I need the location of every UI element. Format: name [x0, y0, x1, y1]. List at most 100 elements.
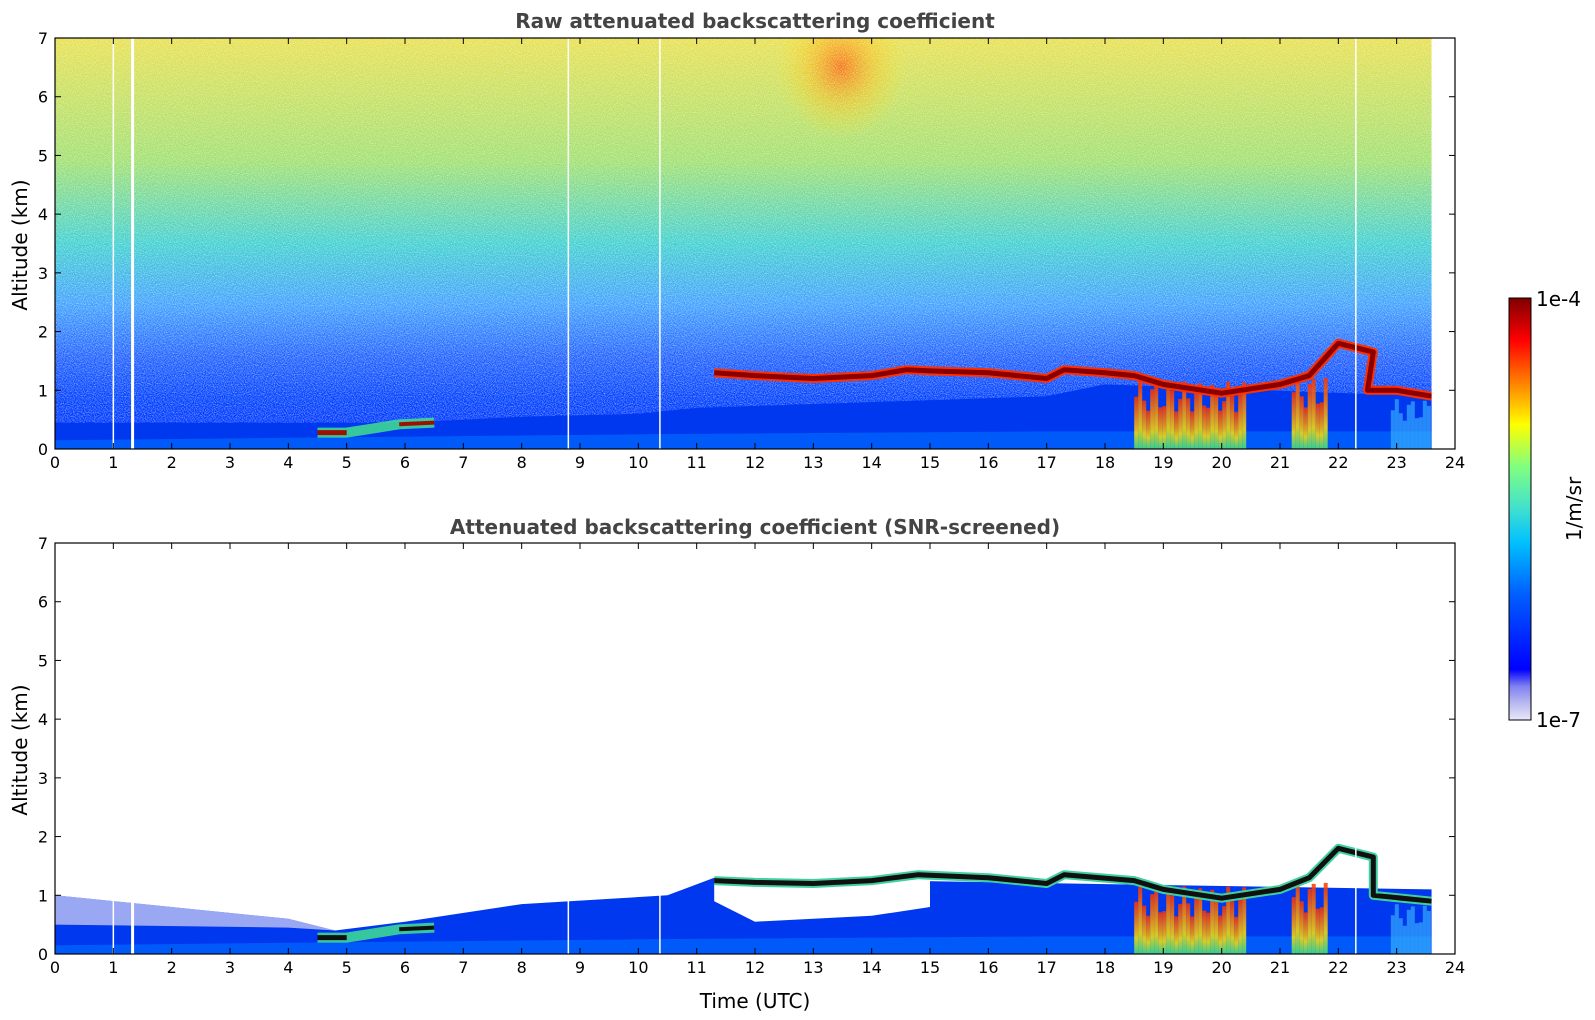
precipitation-bin [1150, 894, 1155, 954]
x-tick-label: 8 [517, 453, 527, 472]
precipitation-bin [1242, 382, 1247, 449]
precipitation-bin [1222, 906, 1227, 954]
precipitation-bin [1426, 405, 1431, 449]
precipitation-bin [1426, 910, 1431, 954]
y-axis-label-raw: Altitude (km) [8, 179, 32, 310]
x-tick-label: 10 [628, 958, 648, 977]
precipitation-bin [1178, 398, 1183, 449]
x-tick-label: 16 [978, 453, 998, 472]
precipitation-bin [1146, 915, 1151, 954]
precipitation-bin [1186, 398, 1191, 449]
precipitation-bin [1162, 911, 1167, 954]
precipitation-bin [1178, 903, 1183, 954]
x-tick-label: 6 [400, 453, 410, 472]
x-tick-label: 13 [803, 453, 823, 472]
y-tick-label: 1 [38, 886, 48, 905]
precipitation-bin [1194, 391, 1199, 449]
precipitation-bin [1311, 883, 1316, 954]
x-tick-label: 20 [1211, 453, 1231, 472]
x-tick-label: 17 [1036, 453, 1056, 472]
x-axis-raw: 0 1 2 3 4 5 6 7 8 9 10 11 12 13 14 15 16 17 18 19 20 21 22 23 24 [50, 38, 1465, 472]
precipitation-bin [1390, 915, 1395, 954]
x-tick-label: 23 [1386, 453, 1406, 472]
x-tick-label: 19 [1153, 453, 1173, 472]
precipitation-bin [1303, 407, 1308, 449]
x-tick-label: 17 [1036, 958, 1056, 977]
precipitation-bin [1390, 410, 1395, 449]
precipitation-bin [1230, 396, 1235, 449]
y-axis-label-snr: Altitude (km) [8, 684, 32, 815]
x-tick-label: 14 [861, 958, 881, 977]
colorbar-gradient [1508, 297, 1532, 721]
precipitation-bin [1218, 915, 1223, 954]
x-tick-label: 5 [342, 453, 352, 472]
x-axis-label-snr: Time (UTC) [699, 989, 811, 1013]
precipitation-bin [1170, 390, 1175, 449]
x-tick-label: 22 [1328, 453, 1348, 472]
y-tick-label: 0 [38, 945, 48, 964]
precipitation-bin [1422, 905, 1427, 954]
precipitation-bin [1226, 381, 1231, 449]
speckle-noise [55, 38, 1432, 449]
precipitation-bin [1418, 417, 1423, 449]
boundary-layer [55, 877, 1432, 954]
precipitation-bin [1186, 903, 1191, 954]
y-tick-label: 7 [38, 534, 48, 553]
precipitation-bin [1291, 897, 1296, 954]
screened-hole [714, 877, 930, 922]
x-tick-label: 20 [1211, 958, 1231, 977]
x-tick-label: 3 [225, 453, 235, 472]
x-tick-label: 24 [1445, 958, 1465, 977]
precipitation-bin [1162, 406, 1167, 449]
x-tick-label: 15 [920, 453, 940, 472]
precipitation-bin [1234, 411, 1239, 449]
x-tick-label: 2 [167, 958, 177, 977]
precipitation-bin [1299, 396, 1304, 449]
x-tick-label: 0 [50, 958, 60, 977]
x-tick-label: 12 [745, 958, 765, 977]
no-data-region [1431, 543, 1455, 954]
x-tick-label: 14 [861, 453, 881, 472]
precipitation-bin [1174, 411, 1179, 449]
y-tick-label: 5 [38, 146, 48, 165]
colorbar-max-label: 1e-4 [1536, 287, 1581, 311]
precipitation-bin [1190, 916, 1195, 954]
precipitation-bin [1150, 389, 1155, 449]
cloud-layer [714, 340, 1433, 399]
x-tick-label: 2 [167, 453, 177, 472]
precipitation-bin [1206, 407, 1211, 449]
precipitation-bin [1394, 904, 1399, 954]
precipitation-bin [1210, 384, 1215, 449]
x-tick-label: 3 [225, 958, 235, 977]
precipitation-bin [1146, 410, 1151, 449]
y-tick-label: 6 [38, 88, 48, 107]
precipitation-bin [1303, 912, 1308, 954]
y-tick-label: 6 [38, 593, 48, 612]
precipitation-bin [1307, 384, 1312, 449]
precipitation-bin [1295, 880, 1300, 954]
x-tick-label: 10 [628, 453, 648, 472]
precipitation-bin [1230, 901, 1235, 954]
precipitation-bin [1410, 906, 1415, 954]
precipitation-bin [1158, 912, 1163, 954]
y-tick-label: 5 [38, 651, 48, 670]
y-tick-label: 2 [38, 323, 48, 342]
precipitation-bin [1202, 405, 1207, 449]
precipitation-bin [1319, 402, 1324, 449]
precipitation-bin [1311, 378, 1316, 449]
heatmap-snr [55, 543, 1455, 954]
precipitation-bin [1422, 400, 1427, 449]
precipitation-bin [1134, 901, 1139, 954]
precipitation-bin [1166, 888, 1171, 954]
precipitation-bin [1214, 893, 1219, 954]
x-tick-label: 21 [1270, 453, 1290, 472]
x-tick-label: 6 [400, 958, 410, 977]
x-tick-label: 9 [575, 453, 585, 472]
x-tick-label: 23 [1386, 958, 1406, 977]
near-ground-band [55, 936, 1432, 954]
precipitation-bin [1142, 400, 1147, 449]
x-axis-snr: 0 1 2 3 4 5 6 7 8 9 10 11 12 13 14 15 16 17 18 19 20 21 22 23 24 [50, 543, 1465, 977]
x-tick-label: 1 [108, 958, 118, 977]
y-tick-label: 1 [38, 381, 48, 400]
